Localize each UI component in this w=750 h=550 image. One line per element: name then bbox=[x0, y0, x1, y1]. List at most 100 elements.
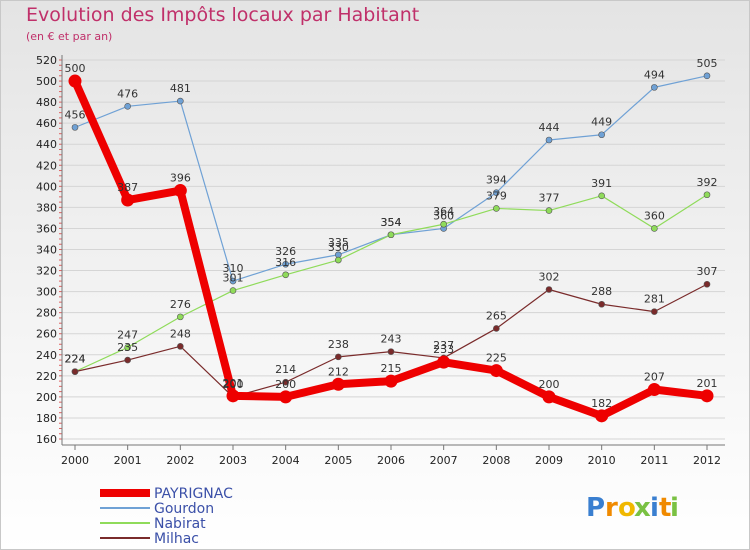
data-label: 310 bbox=[223, 262, 244, 275]
data-label: 326 bbox=[275, 245, 296, 258]
data-point bbox=[440, 220, 447, 228]
data-point bbox=[703, 191, 711, 199]
data-label: 212 bbox=[328, 365, 349, 378]
y-tick-label: 280 bbox=[36, 307, 57, 320]
data-label: 288 bbox=[591, 285, 612, 298]
data-point bbox=[124, 356, 131, 364]
data-point bbox=[387, 231, 395, 239]
data-label: 330 bbox=[328, 241, 349, 254]
data-point bbox=[598, 131, 605, 139]
data-point bbox=[331, 377, 345, 391]
chart-subtitle: (en € et par an) bbox=[26, 30, 113, 43]
data-label: 225 bbox=[486, 352, 507, 365]
x-tick-label: 2004 bbox=[272, 454, 300, 467]
data-point bbox=[384, 374, 398, 388]
data-label: 224 bbox=[65, 353, 86, 366]
data-label: 248 bbox=[170, 327, 191, 340]
y-tick-label: 220 bbox=[36, 370, 57, 383]
legend-label: Nabirat bbox=[154, 516, 206, 532]
data-label: 377 bbox=[539, 192, 560, 205]
x-tick-label: 2010 bbox=[588, 454, 616, 467]
data-label: 302 bbox=[539, 271, 560, 284]
data-label: 182 bbox=[591, 397, 612, 410]
data-label: 335 bbox=[328, 236, 349, 249]
data-point bbox=[493, 325, 500, 332]
series-lines bbox=[68, 72, 714, 423]
y-tick-label: 240 bbox=[36, 349, 57, 362]
data-point bbox=[700, 389, 714, 403]
data-point bbox=[598, 192, 605, 200]
data-label: 247 bbox=[117, 328, 138, 341]
y-tick-label: 360 bbox=[36, 222, 57, 235]
y-tick-label: 520 bbox=[36, 54, 57, 67]
data-label: 505 bbox=[697, 57, 718, 70]
logo-letter: P bbox=[586, 493, 605, 523]
data-label: 214 bbox=[275, 363, 296, 376]
data-label: 201 bbox=[223, 377, 244, 390]
data-label: 265 bbox=[486, 309, 507, 322]
data-point bbox=[177, 313, 184, 321]
data-label: 200 bbox=[223, 378, 244, 391]
data-label: 276 bbox=[170, 298, 191, 311]
y-tick-label: 300 bbox=[36, 286, 57, 299]
y-tick-label: 200 bbox=[36, 391, 57, 404]
y-tick-label: 340 bbox=[36, 244, 57, 257]
legend-label: Gourdon bbox=[154, 501, 214, 517]
data-point bbox=[68, 74, 82, 88]
y-tick-label: 480 bbox=[36, 96, 57, 109]
logo-letter: i bbox=[670, 493, 679, 523]
data-label: 360 bbox=[433, 209, 454, 222]
data-point bbox=[598, 300, 605, 308]
x-tick-label: 2007 bbox=[430, 454, 458, 467]
y-tick-label: 380 bbox=[36, 201, 57, 214]
data-label: 200 bbox=[539, 378, 560, 391]
x-tick-label: 2005 bbox=[324, 454, 352, 467]
data-point bbox=[542, 390, 556, 404]
y-tick-label: 400 bbox=[36, 180, 57, 193]
x-tick-label: 2011 bbox=[640, 454, 668, 467]
data-label: 215 bbox=[381, 362, 402, 375]
data-label: 476 bbox=[117, 87, 138, 100]
data-label: 394 bbox=[486, 174, 507, 187]
x-tick-label: 2002 bbox=[166, 454, 194, 467]
y-tick-label: 460 bbox=[36, 117, 57, 130]
y-tick-label: 260 bbox=[36, 328, 57, 341]
data-point bbox=[703, 280, 711, 288]
logo-letter: t bbox=[659, 493, 671, 523]
data-point bbox=[229, 277, 237, 285]
data-point bbox=[703, 72, 711, 80]
data-point bbox=[595, 409, 609, 423]
y-tick-label: 420 bbox=[36, 159, 57, 172]
data-point bbox=[493, 205, 500, 212]
data-point bbox=[335, 353, 342, 361]
data-label: 307 bbox=[697, 265, 718, 278]
data-label: 364 bbox=[433, 205, 454, 218]
data-label: 360 bbox=[644, 209, 665, 222]
data-point bbox=[545, 136, 553, 144]
data-label: 281 bbox=[644, 293, 665, 306]
data-label: 444 bbox=[539, 121, 560, 134]
data-label: 233 bbox=[433, 343, 454, 356]
data-label: 316 bbox=[275, 256, 296, 269]
data-point bbox=[173, 184, 187, 198]
x-tick-label: 2008 bbox=[482, 454, 510, 467]
data-point bbox=[121, 193, 135, 207]
data-point bbox=[226, 389, 240, 403]
data-label: 456 bbox=[65, 108, 86, 121]
y-tick-label: 500 bbox=[36, 75, 57, 88]
data-label: 391 bbox=[591, 177, 612, 190]
data-point bbox=[279, 390, 293, 404]
y-tick-label: 160 bbox=[36, 433, 57, 446]
data-point bbox=[651, 84, 658, 91]
data-point bbox=[651, 225, 658, 232]
y-tick-label: 320 bbox=[36, 265, 57, 278]
data-point bbox=[124, 344, 131, 351]
data-label: 354 bbox=[381, 216, 402, 229]
data-label: 235 bbox=[117, 341, 138, 354]
logo-letter: r bbox=[605, 493, 618, 523]
x-tick-label: 2006 bbox=[377, 454, 405, 467]
data-label: 243 bbox=[381, 333, 402, 346]
